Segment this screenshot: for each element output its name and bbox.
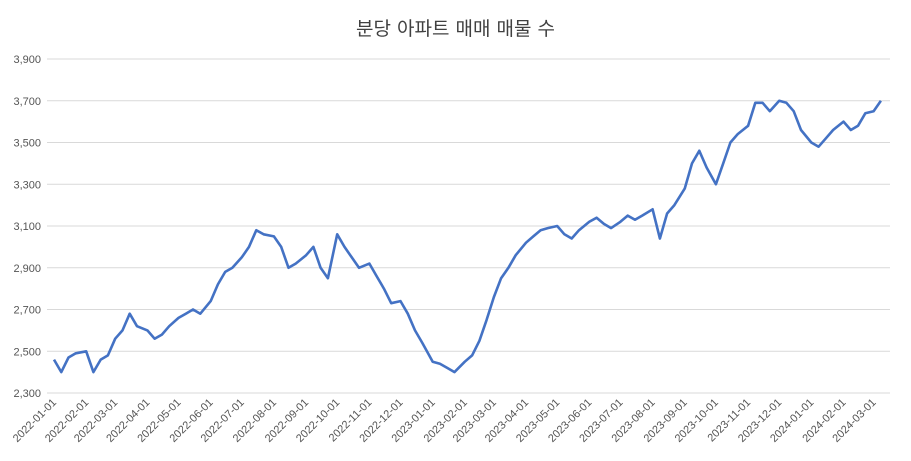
x-axis-ticks: 2022-01-012022-02-012022-03-012022-04-01…	[11, 397, 879, 445]
y-tick-label: 3,500	[13, 138, 41, 150]
y-tick-label: 2,500	[13, 346, 41, 358]
chart-title: 분당 아파트 매매 매물 수	[356, 18, 555, 40]
gridlines	[47, 58, 890, 394]
y-tick-label: 2,900	[13, 263, 41, 275]
y-tick-label: 3,100	[13, 221, 41, 233]
y-tick-label: 3,300	[13, 179, 41, 191]
y-tick-label: 3,700	[13, 96, 41, 108]
data-series	[52, 99, 882, 374]
y-tick-label: 2,700	[13, 305, 41, 317]
series-line	[52, 99, 882, 374]
y-tick-label: 3,900	[13, 54, 41, 66]
y-axis-ticks: 2,300 2,500 2,700 2,900 3,100 3,300 3,500 3,700…	[13, 54, 41, 400]
y-tick-label: 2,300	[13, 388, 41, 400]
